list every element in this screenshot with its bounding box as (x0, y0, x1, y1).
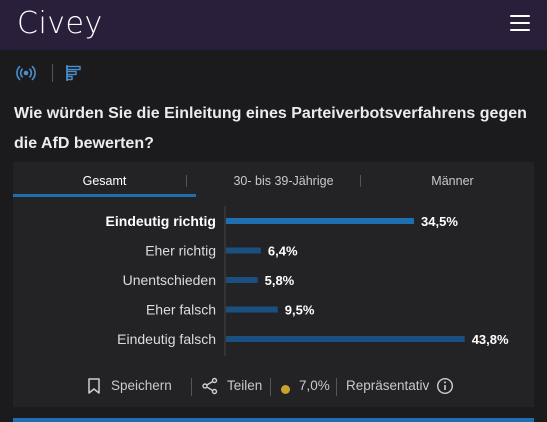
bar-value-label: 34,5% (421, 214, 458, 229)
info-icon[interactable] (436, 377, 454, 395)
tab-30-39-jaehrige[interactable]: 30- bis 39-Jährige (233, 174, 334, 188)
bar[interactable] (226, 277, 258, 283)
hamburger-menu-icon[interactable] (510, 14, 530, 32)
error-margin: 7,0% (299, 378, 330, 393)
civey-logo[interactable]: Civey (17, 6, 103, 41)
bar[interactable] (226, 336, 465, 342)
bar-category-label: Eher richtig (145, 243, 216, 259)
footer-divider (191, 378, 192, 396)
save-button[interactable]: Speichern (111, 378, 172, 393)
live-signal-icon[interactable] (16, 63, 36, 83)
segment-tabs: Gesamt 30- bis 39-Jährige Männer (13, 162, 534, 198)
bar-category-label: Unentschieden (123, 272, 216, 288)
bar[interactable] (226, 218, 415, 224)
footer-divider (270, 378, 271, 396)
active-tab-indicator (13, 194, 196, 197)
toolbar-divider (52, 64, 53, 82)
bar-value-label: 9,5% (285, 303, 315, 318)
bar-chart-icon[interactable] (64, 63, 84, 83)
results-bar-chart: Eindeutig richtig 34,5% Eher richtig 6,4% Un… (106, 206, 509, 356)
bar-value-label: 43,8% (472, 332, 509, 347)
status-dot-icon (281, 385, 290, 394)
representative-label[interactable]: Repräsentativ (346, 378, 430, 393)
bar[interactable] (226, 306, 278, 313)
card-footer: Speichern Teilen 7,0% Repräsentativ (13, 366, 534, 406)
bar-category-label: Eindeutig richtig (106, 213, 216, 229)
bar-value-label: 6,4% (268, 244, 298, 259)
app-header: Civey (0, 0, 547, 50)
bottom-accent-bar (13, 418, 534, 422)
share-button[interactable]: Teilen (227, 378, 263, 393)
poll-card: Gesamt 30- bis 39-Jährige Männer Eindeut… (13, 162, 534, 407)
footer-divider (336, 378, 337, 396)
tab-divider (186, 175, 187, 187)
tab-maenner[interactable]: Männer (431, 174, 474, 188)
poll-question: Wie würden Sie die Einleitung eines Part… (14, 105, 527, 152)
share-icon[interactable] (201, 377, 219, 395)
bar-category-label: Eindeutig falsch (117, 331, 216, 347)
tab-divider (360, 175, 361, 187)
bar-value-label: 5,8% (265, 273, 295, 288)
bar-category-label: Eher falsch (146, 302, 216, 318)
bookmark-icon[interactable] (85, 377, 103, 395)
bar[interactable] (226, 247, 261, 254)
tab-gesamt[interactable]: Gesamt (82, 174, 127, 188)
